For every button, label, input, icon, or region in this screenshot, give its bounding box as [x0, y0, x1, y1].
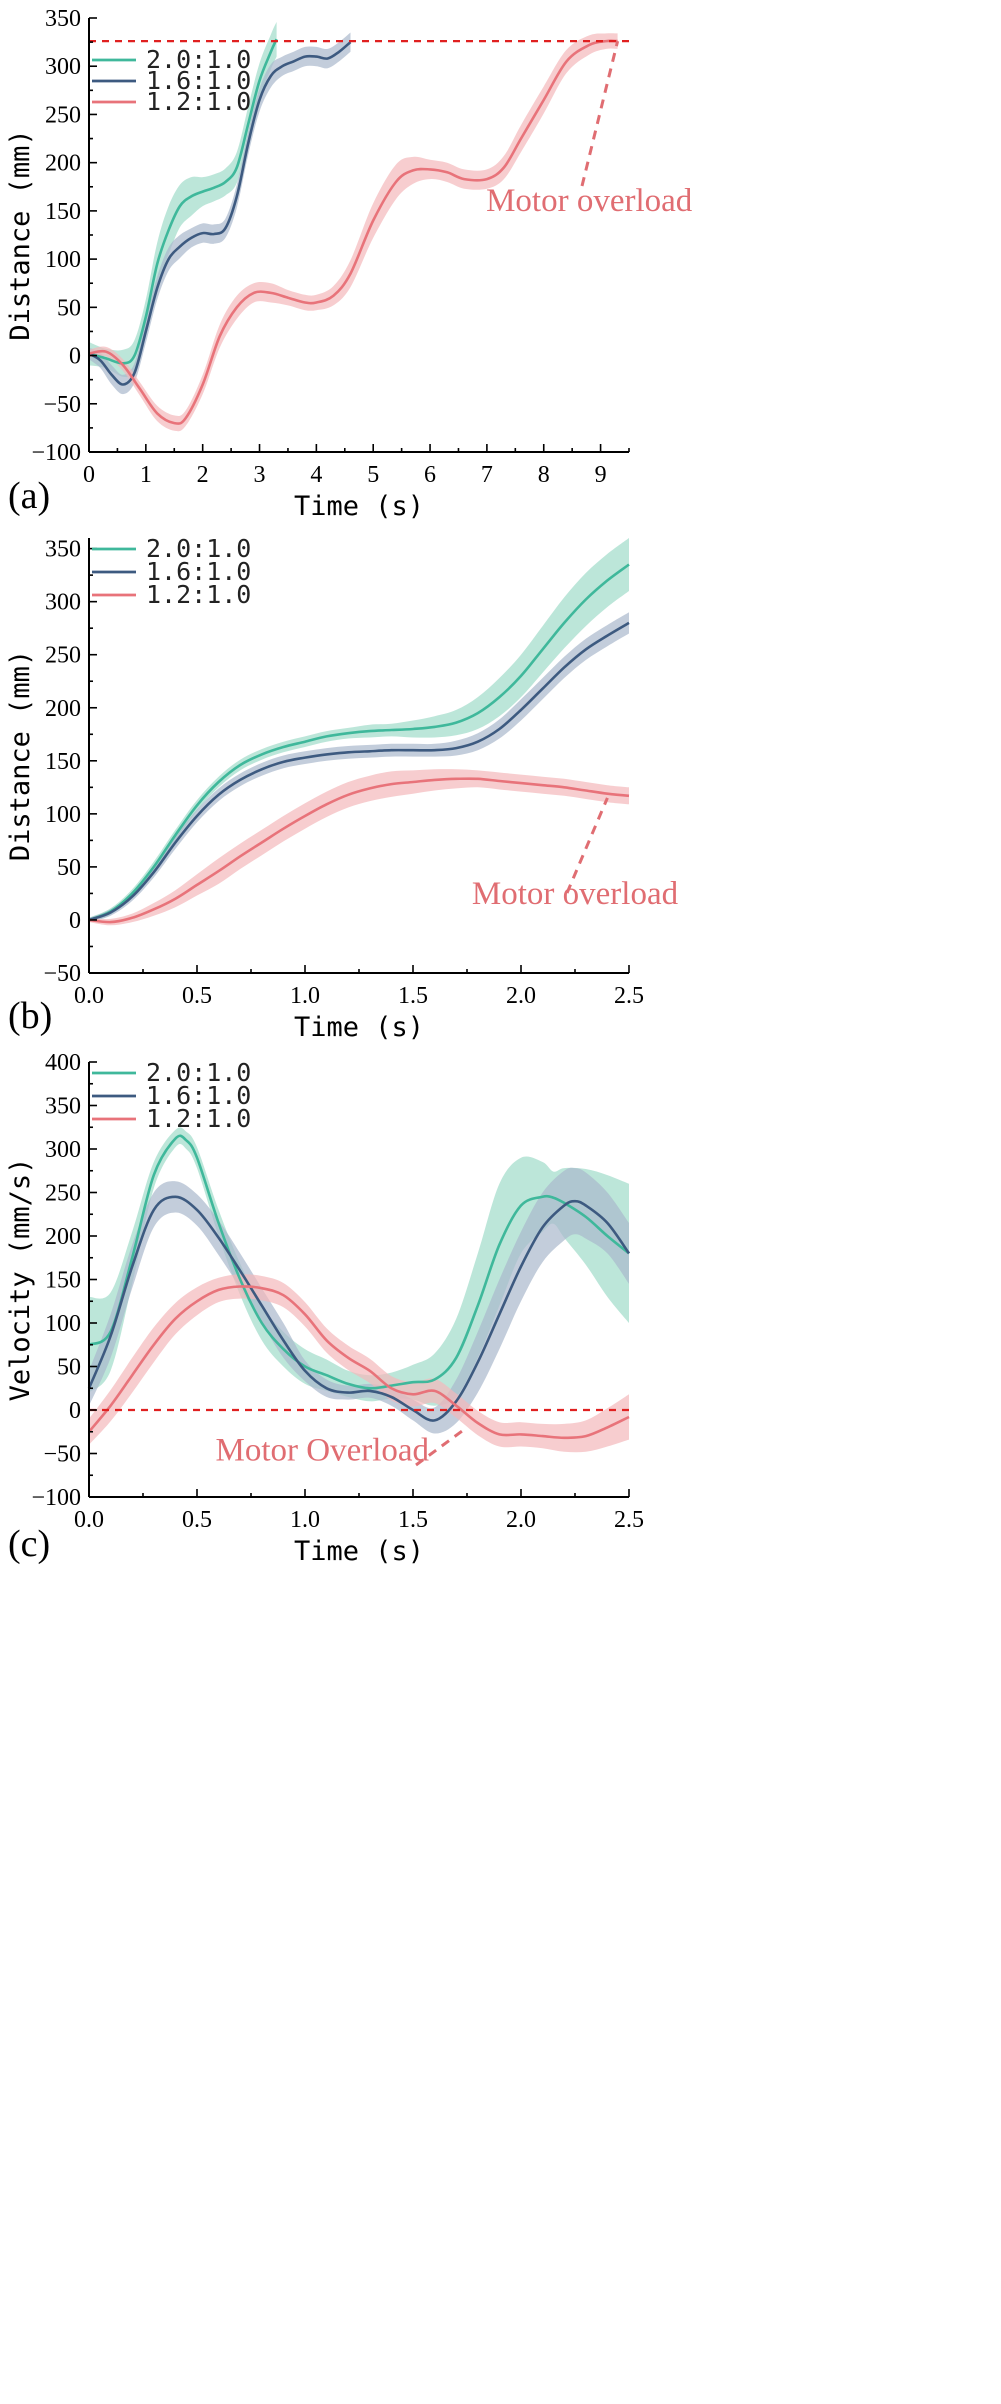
y-tick-label: 100 [45, 1311, 81, 1337]
series-line-1.2:1.0 [87, 1285, 630, 1440]
chart-panel-3: Motor Overload −100 −50 0 50 100 150 200 250 300 3… [5, 1050, 644, 1567]
series-line-1.6:1.0 [87, 1195, 631, 1422]
y-tick-label: 350 [45, 537, 81, 563]
legend-label: 2.0:1.0 [146, 1058, 251, 1087]
y-tick-label: 300 [45, 590, 81, 616]
series-line-1.6:1.0 [88, 621, 630, 922]
x-tick-label: 1.0 [290, 983, 320, 1009]
y-tick-label: 0 [69, 908, 81, 934]
panel-label: (a) [8, 475, 50, 517]
y-tick-label: −100 [31, 1485, 81, 1511]
annotation-text: Motor overload [486, 183, 693, 219]
y-axis-label: Distance (mm) [5, 650, 36, 861]
y-tick-label: 100 [45, 247, 81, 273]
series-band-2.0:1.0 [89, 21, 277, 378]
x-tick-label: 0.0 [74, 983, 104, 1009]
y-tick-label: 250 [45, 102, 81, 128]
legend: 2.0:1.01.6:1.01.2:1.0 [92, 45, 251, 116]
y-axis-label: Velocity (mm/s) [5, 1158, 36, 1402]
series-line-1.2:1.0 [88, 39, 618, 425]
y-tick-label: −50 [43, 961, 81, 987]
x-tick-label: 8 [538, 462, 550, 488]
x-tick-label: 0 [83, 462, 95, 488]
x-tick-label: 4 [310, 462, 322, 488]
legend-label: 2.0:1.0 [146, 45, 251, 74]
chart-panel-2: Motor overload −50 0 50 100 150 200 250 300 350 0.… [5, 534, 679, 1043]
x-tick-label: 6 [424, 462, 436, 488]
panel-label: (b) [8, 995, 52, 1037]
x-tick-label: 0.5 [182, 983, 212, 1009]
legend: 2.0:1.01.6:1.01.2:1.0 [92, 1058, 251, 1133]
legend-label: 1.6:1.0 [146, 1081, 251, 1110]
x-tick-label: 0.5 [182, 1507, 212, 1533]
x-tick-label: 0.0 [74, 1507, 104, 1533]
series-line-1.2:1.0 [88, 777, 630, 924]
x-tick-label: 2.0 [506, 1507, 536, 1533]
x-tick-label: 2 [197, 462, 209, 488]
y-tick-label: 150 [45, 1268, 81, 1294]
x-tick-label: 2.5 [614, 983, 644, 1009]
series-line-2.0:1.0 [88, 563, 630, 922]
x-tick-label: 1.5 [398, 1507, 428, 1533]
annotation-arrow [565, 797, 609, 894]
y-tick-label: −50 [43, 392, 81, 418]
annotation-arrow [580, 40, 620, 187]
y-tick-label: 50 [57, 855, 81, 881]
legend-label: 1.2:1.0 [146, 1104, 251, 1133]
series-band-1.2:1.0 [89, 769, 629, 926]
y-tick-label: 250 [45, 643, 81, 669]
y-tick-label: 0 [69, 344, 81, 370]
y-tick-label: 0 [69, 1398, 81, 1424]
y-axis-label: Distance (mm) [5, 129, 36, 340]
annotation-text: Motor overload [472, 876, 679, 912]
y-tick-label: 200 [45, 696, 81, 722]
x-tick-label: 7 [481, 462, 493, 488]
y-tick-label: −50 [43, 1442, 81, 1468]
y-tick-label: 300 [45, 1137, 81, 1163]
y-tick-label: 350 [45, 6, 81, 32]
x-tick-label: 1 [140, 462, 152, 488]
x-tick-label: 2.0 [506, 983, 536, 1009]
series-line-1.6:1.0 [88, 41, 352, 386]
y-tick-label: 50 [57, 1355, 81, 1381]
x-tick-label: 3 [254, 462, 266, 488]
series-line-2.0:1.0 [88, 1134, 630, 1390]
series-band-2.0:1.0 [89, 538, 629, 923]
series-band-1.6:1.0 [89, 32, 351, 395]
chart-panel-1: Motor overload−100−500501001502002503003… [5, 6, 693, 522]
x-axis-label: Time (s) [294, 1536, 424, 1567]
y-tick-label: 300 [45, 54, 81, 80]
series-band-1.6:1.0 [89, 1167, 629, 1434]
y-tick-label: 50 [57, 295, 81, 321]
legend: 2.0:1.01.6:1.01.2:1.0 [92, 534, 251, 609]
x-tick-label: 9 [595, 462, 607, 488]
series-line-2.0:1.0 [88, 38, 278, 365]
y-tick-label: 150 [45, 749, 81, 775]
annotation-text: Motor Overload [216, 1432, 430, 1468]
x-tick-label: 1.0 [290, 1507, 320, 1533]
y-tick-label: 100 [45, 802, 81, 828]
legend-label: 1.6:1.0 [146, 557, 251, 586]
x-tick-label: 2.5 [614, 1507, 644, 1533]
legend-label: 1.2:1.0 [146, 87, 251, 116]
y-tick-label: 200 [45, 1224, 81, 1250]
panel-label: (c) [8, 1523, 50, 1565]
y-tick-label: 400 [45, 1050, 81, 1076]
y-tick-label: 250 [45, 1181, 81, 1207]
x-tick-label: 1.5 [398, 983, 428, 1009]
legend-label: 1.6:1.0 [146, 66, 251, 95]
x-axis-label: Time (s) [294, 1012, 424, 1043]
y-tick-label: −100 [31, 440, 81, 466]
legend-label: 2.0:1.0 [146, 534, 251, 563]
y-tick-label: 350 [45, 1094, 81, 1120]
y-tick-label: 200 [45, 151, 81, 177]
annotation-arrow [415, 1426, 468, 1467]
x-tick-label: 5 [367, 462, 379, 488]
legend-label: 1.2:1.0 [146, 580, 251, 609]
y-tick-label: 150 [45, 199, 81, 225]
x-axis-label: Time (s) [294, 491, 424, 522]
